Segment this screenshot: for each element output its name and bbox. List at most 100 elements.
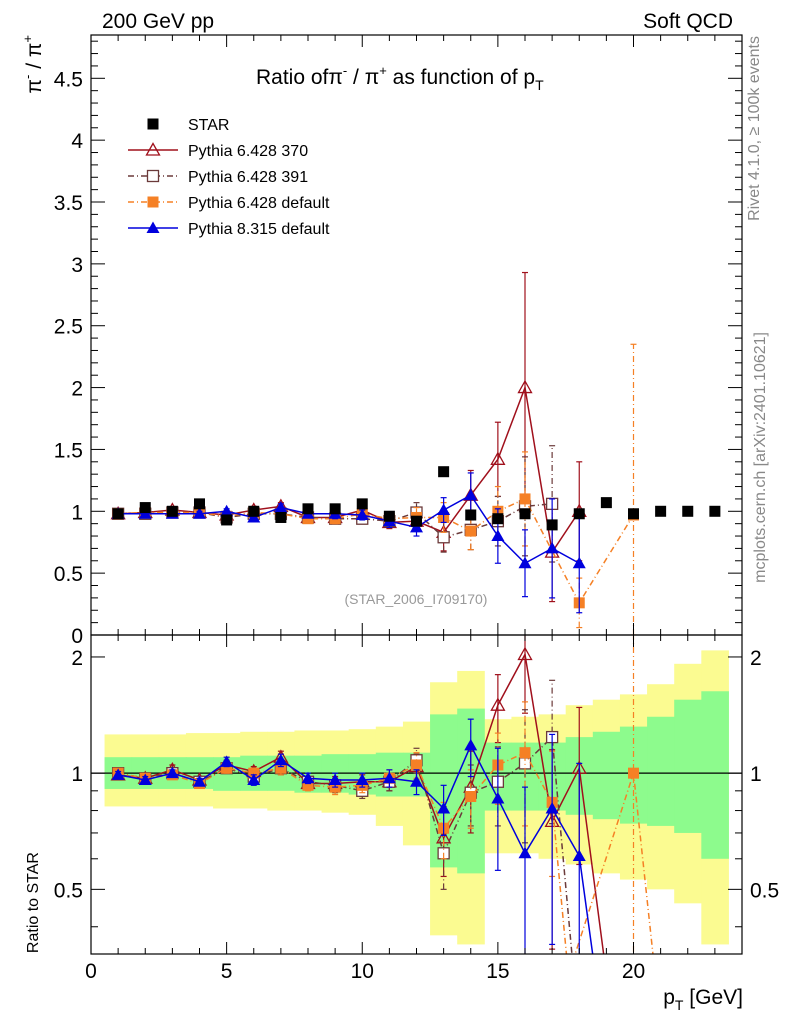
main-data-point xyxy=(572,556,586,569)
ratio-data-point xyxy=(247,773,261,786)
main-data-point xyxy=(302,503,314,515)
main-data-point xyxy=(193,507,206,519)
x-axis-label: pT [GeV] xyxy=(663,986,743,1013)
ratio-data-point xyxy=(517,646,533,661)
ratio-series-3 xyxy=(111,718,594,954)
main-data-point xyxy=(437,531,450,544)
main-data-point xyxy=(438,466,450,478)
ratio-y-label: Ratio to STAR xyxy=(25,852,42,953)
y-tick-label: 0 xyxy=(71,625,83,648)
ratio-axis-ticks xyxy=(90,635,743,954)
y-tick-label: 2 xyxy=(71,378,83,401)
ratio-data-point xyxy=(221,762,233,774)
legend-label: Pythia 6.428 391 xyxy=(188,169,308,186)
ratio-data-point xyxy=(355,773,369,786)
header-right: Soft QCD xyxy=(643,10,733,33)
ratio-data-point xyxy=(490,697,506,711)
ratio-data-point xyxy=(519,747,531,759)
main-panel: 0 0.5 1 1.5 2 2.5 3 3.5 4 4.5 Ratio ofπ- / π+ as … xyxy=(20,34,743,648)
main-data-point xyxy=(355,508,369,520)
band-green xyxy=(674,699,702,833)
ratio-data-point xyxy=(302,779,314,791)
main-data-point xyxy=(437,503,451,516)
legend-marker xyxy=(147,118,159,130)
band-green xyxy=(701,691,729,859)
ratio-data-point xyxy=(545,801,559,814)
main-data-point xyxy=(519,493,531,505)
ratio-panel: 0.5 0.5 1 1 2 2 0 5 10 15 20 Ratio to STAR pT [Ge… xyxy=(25,634,779,1013)
main-axis-ticks xyxy=(90,35,743,636)
main-series-0 xyxy=(112,466,721,531)
main-data-point xyxy=(411,515,422,527)
y-tick-label: 2.5 xyxy=(54,316,83,339)
main-data-point xyxy=(600,497,612,509)
analysis-watermark: (STAR_2006_I709170) xyxy=(345,591,488,607)
legend-entry: Pythia 6.428 391 xyxy=(128,169,308,186)
ratio-data-point xyxy=(111,768,125,780)
ratio-y-tick-label-left: 2 xyxy=(71,647,83,670)
main-data-point xyxy=(221,514,233,526)
mcplots-label: mcplots.cern.ch [arXiv:2401.10621] xyxy=(752,332,769,583)
main-data-point xyxy=(573,508,585,520)
ratio-data-point xyxy=(328,773,342,786)
ratio-y-tick-label-right: 2 xyxy=(750,647,762,670)
main-data-point xyxy=(464,488,478,501)
legend-entry: Pythia 6.428 default xyxy=(128,195,330,212)
ratio-data-point xyxy=(382,771,396,784)
main-data-point xyxy=(139,502,151,514)
ratio-data-point xyxy=(165,766,179,779)
y-tick-label: 1.5 xyxy=(54,439,83,462)
main-data-point xyxy=(492,513,504,525)
ratio-y-tick-label-left: 0.5 xyxy=(54,879,83,902)
main-plot-area xyxy=(110,271,721,635)
main-data-point xyxy=(329,503,341,515)
legend-marker xyxy=(146,169,160,183)
main-data-point xyxy=(490,451,506,465)
ratio-data-point xyxy=(628,767,639,779)
main-data-point xyxy=(519,508,531,520)
main-data-point xyxy=(383,510,395,522)
ratio-data-point xyxy=(275,762,287,774)
rivet-label: Rivet 4.1.0, ≥ 100k events xyxy=(746,36,763,221)
y-tick-label: 0.5 xyxy=(54,563,83,586)
main-data-point xyxy=(491,529,505,542)
legend-marker xyxy=(146,221,160,233)
main-data-point xyxy=(356,498,368,510)
y-tick-label: 3 xyxy=(71,254,83,277)
x-tick-labels: 0 5 10 15 20 xyxy=(85,960,645,983)
ratio-data-point xyxy=(248,767,260,779)
main-data-point xyxy=(655,505,667,517)
ratio-y-tick-labels: 0.5 0.5 1 1 2 2 xyxy=(54,647,779,902)
main-data-point xyxy=(682,505,694,517)
legend: STAR Pythia 6.428 370 Pythia 6.428 391 Pyth… xyxy=(128,117,330,238)
main-data-point xyxy=(274,501,288,513)
y-tick-label: 4.5 xyxy=(54,68,83,91)
legend-marker xyxy=(145,142,161,156)
ratio-plot-area xyxy=(91,635,742,954)
main-series-line xyxy=(118,384,580,555)
main-data-point xyxy=(465,525,477,537)
ratio-data-point xyxy=(464,738,478,751)
ratio-data-point xyxy=(411,759,422,771)
legend-label: Pythia 6.428 default xyxy=(188,195,330,212)
legend-marker xyxy=(147,196,159,208)
main-data-point xyxy=(517,379,533,394)
main-data-point xyxy=(628,508,639,520)
ratio-data-point xyxy=(193,775,206,787)
ratio-data-point xyxy=(518,846,532,859)
ratio-data-point xyxy=(572,849,586,862)
ratio-data-point xyxy=(301,771,315,784)
legend-entry: Pythia 6.428 370 xyxy=(128,142,308,160)
x-tick-label: 0 xyxy=(85,960,97,983)
x-tick-label: 10 xyxy=(351,960,374,983)
legend-label: STAR xyxy=(188,117,229,134)
main-data-point xyxy=(220,504,234,517)
main-data-point xyxy=(546,519,558,531)
y-tick-label: 1 xyxy=(71,501,83,524)
legend-label: Pythia 8.315 default xyxy=(188,221,330,238)
main-data-point xyxy=(194,498,205,510)
main-data-point xyxy=(709,505,721,517)
ratio-y-tick-label-left: 1 xyxy=(71,763,83,786)
main-data-point xyxy=(465,509,477,521)
